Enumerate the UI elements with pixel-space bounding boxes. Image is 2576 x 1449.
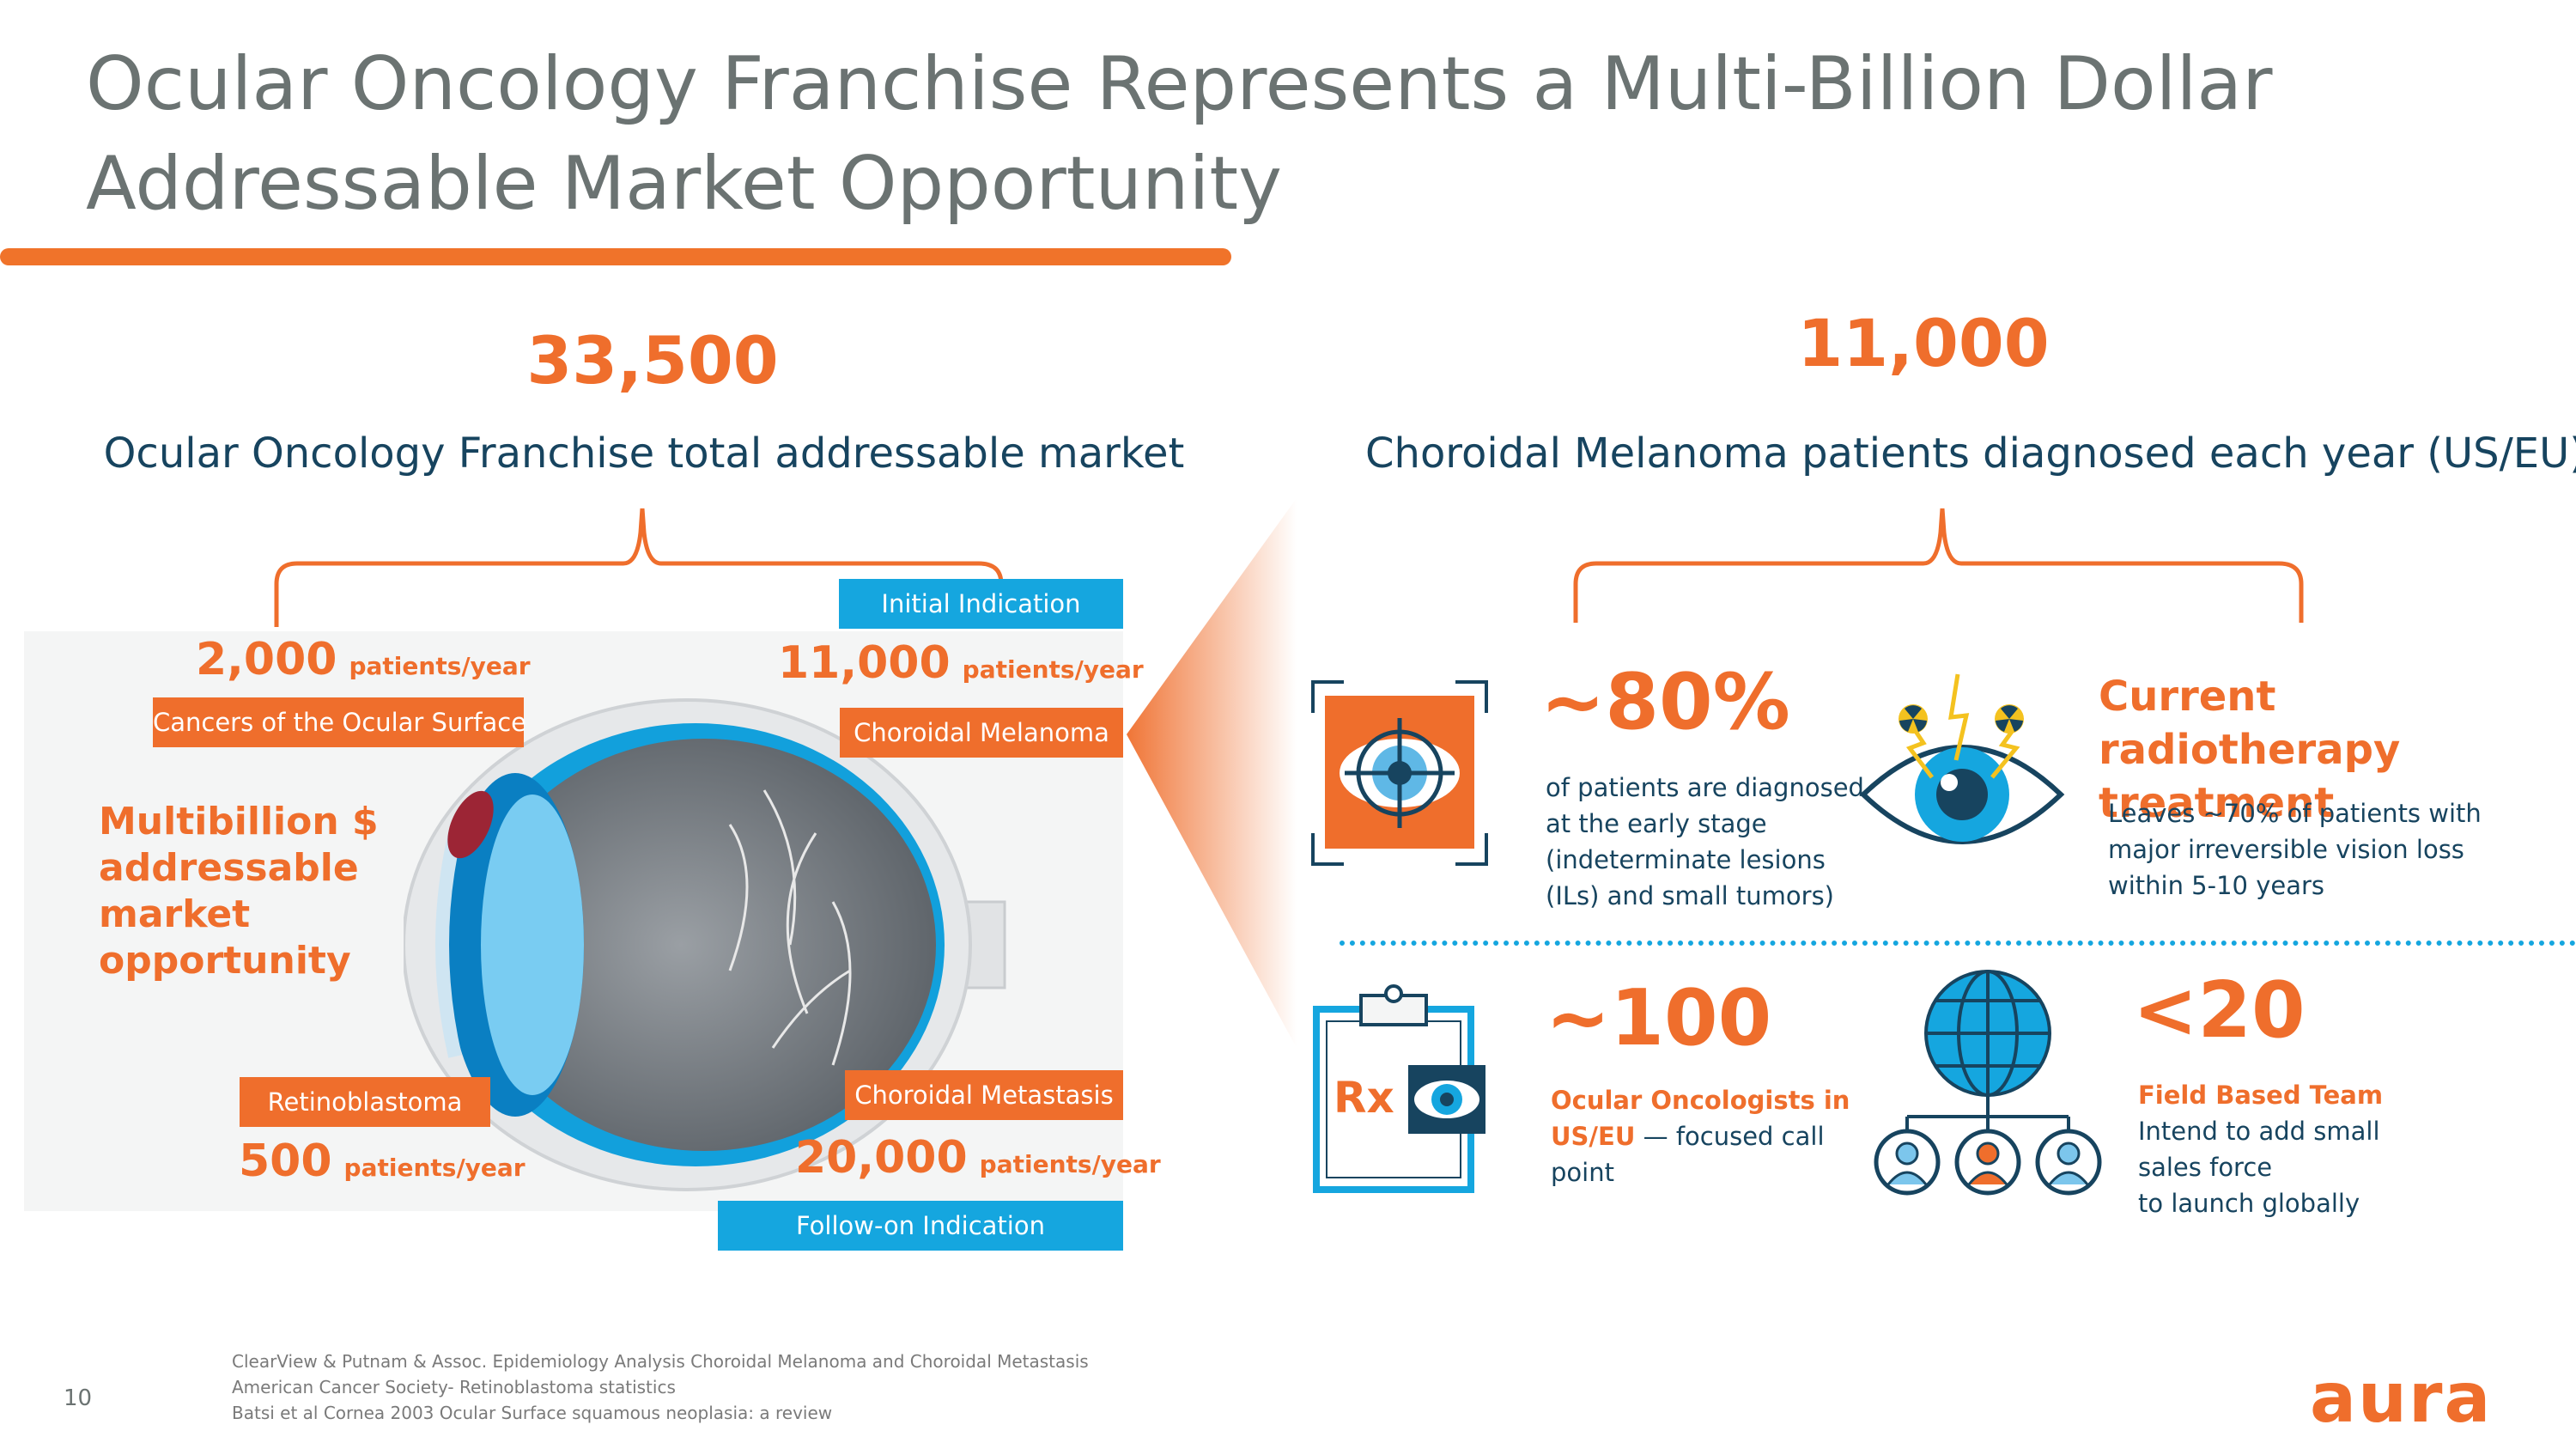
- multibillion-line-1: Multibillion $: [99, 800, 379, 843]
- field-team-head: Field Based Team: [2138, 1081, 2384, 1110]
- radio-head-line-2: treatment: [2099, 779, 2335, 827]
- radiation-eye-icon: [1859, 673, 2065, 844]
- cancers-stat: 2,000 patients/year: [196, 634, 531, 685]
- clipboard-rx-icon: Rx: [1313, 984, 1485, 1193]
- oncologists-focus: — focused call: [1635, 1122, 1825, 1151]
- footnote-3: Batsi et al Cornea 2003 Ocular Surface s…: [232, 1403, 833, 1423]
- retino-unit: patients/year: [343, 1154, 526, 1182]
- projection-wedge: [1127, 498, 1297, 1048]
- multibillion-line-2: addressable: [99, 846, 359, 890]
- right-brace: [1573, 508, 2304, 623]
- global-team-icon: [1874, 970, 2102, 1196]
- team-text-line-3: to launch globally: [2138, 1189, 2360, 1218]
- field-team-text: Field Based Team Intend to add small sal…: [2138, 1077, 2499, 1221]
- early-text-line-4: (ILs) and small tumors): [1546, 881, 1834, 910]
- multibillion-callout: Multibillion $ addressable market opport…: [99, 799, 391, 984]
- cancers-value: 2,000: [196, 634, 337, 685]
- radio-text-line-3: within 5-10 years: [2108, 871, 2325, 900]
- oncologists-region: US/EU: [1551, 1122, 1636, 1151]
- cancers-unit: patients/year: [349, 652, 531, 680]
- total-market-value: 33,500: [526, 322, 779, 399]
- radio-text-line-1: Leaves ~70% of patients with: [2108, 799, 2482, 828]
- radiotherapy-text: Leaves ~70% of patients with major irrev…: [2108, 795, 2572, 904]
- eye-target-icon: [1311, 680, 1488, 866]
- early-stage-text: of patients are diagnosed at the early s…: [1546, 770, 1889, 914]
- early-stage-value: ~80%: [1540, 657, 1790, 747]
- melanoma-total-value: 11,000: [1797, 305, 2050, 381]
- radio-head-line-1: Current radiotherapy: [2099, 673, 2401, 774]
- retino-stat: 500 patients/year: [239, 1135, 526, 1187]
- followon-indication-tag: Follow-on Indication: [718, 1201, 1123, 1251]
- title-underline: [0, 248, 1231, 265]
- team-text-line-1: Intend to add small: [2138, 1117, 2380, 1146]
- multibillion-line-3: market: [99, 892, 251, 936]
- oncologists-line-3: point: [1551, 1158, 1614, 1187]
- retino-label-tag: Retinoblastoma: [240, 1077, 490, 1127]
- melanoma-value: 11,000: [778, 637, 951, 689]
- rx-label: Rx: [1334, 1073, 1394, 1123]
- oncologists-line-2: US/EU — focused call: [1551, 1118, 1911, 1154]
- eye-cross-section-icon: [404, 698, 1006, 1191]
- melanoma-unit: patients/year: [962, 655, 1144, 684]
- metastasis-stat: 20,000 patients/year: [795, 1132, 1161, 1184]
- melanoma-label-tag: Choroidal Melanoma: [840, 708, 1123, 758]
- title-line-1: Ocular Oncology Franchise Represents a M…: [86, 41, 2273, 127]
- total-market-label: Ocular Oncology Franchise total addressa…: [103, 429, 1185, 478]
- melanoma-total-label: Choroidal Melanoma patients diagnosed ea…: [1365, 429, 2576, 478]
- metastasis-unit: patients/year: [979, 1150, 1161, 1178]
- melanoma-stat: 11,000 patients/year: [778, 637, 1144, 689]
- early-text-line-1: of patients are diagnosed: [1546, 773, 1864, 802]
- page-title: Ocular Oncology Franchise Represents a M…: [86, 34, 2318, 234]
- radiotherapy-heading: Current radiotherapy treatment: [2099, 670, 2562, 830]
- title-line-2: Addressable Market Opportunity: [86, 141, 1282, 227]
- page-number: 10: [64, 1385, 93, 1411]
- multibillion-line-4: opportunity: [99, 939, 351, 983]
- footnote-2: American Cancer Society- Retinoblastoma …: [232, 1377, 676, 1397]
- cancers-label-tag: Cancers of the Ocular Surface: [153, 697, 526, 747]
- oncologists-value: ~100: [1546, 973, 1772, 1063]
- radio-text-line-2: major irreversible vision loss: [2108, 835, 2464, 864]
- early-text-line-2: at the early stage: [1546, 809, 1767, 838]
- initial-indication-tag: Initial Indication: [839, 579, 1123, 629]
- footnote-1: ClearView & Putnam & Assoc. Epidemiology…: [232, 1351, 1089, 1372]
- oncologists-text: Ocular Oncologists in US/EU — focused ca…: [1551, 1082, 1911, 1190]
- oncologists-line-1: Ocular Oncologists in: [1551, 1086, 1850, 1115]
- aura-logo: aura: [2310, 1358, 2493, 1438]
- left-brace: [274, 508, 1004, 627]
- field-team-value: <20: [2133, 965, 2306, 1056]
- footnotes: ClearView & Putnam & Assoc. Epidemiology…: [232, 1349, 1089, 1426]
- team-text-line-2: sales force: [2138, 1153, 2273, 1182]
- early-text-line-3: (indeterminate lesions: [1546, 845, 1826, 874]
- metastasis-value: 20,000: [795, 1132, 968, 1184]
- dotted-divider: [1340, 941, 2576, 946]
- metastasis-label-tag: Choroidal Metastasis: [845, 1070, 1123, 1120]
- retino-value: 500: [239, 1135, 332, 1187]
